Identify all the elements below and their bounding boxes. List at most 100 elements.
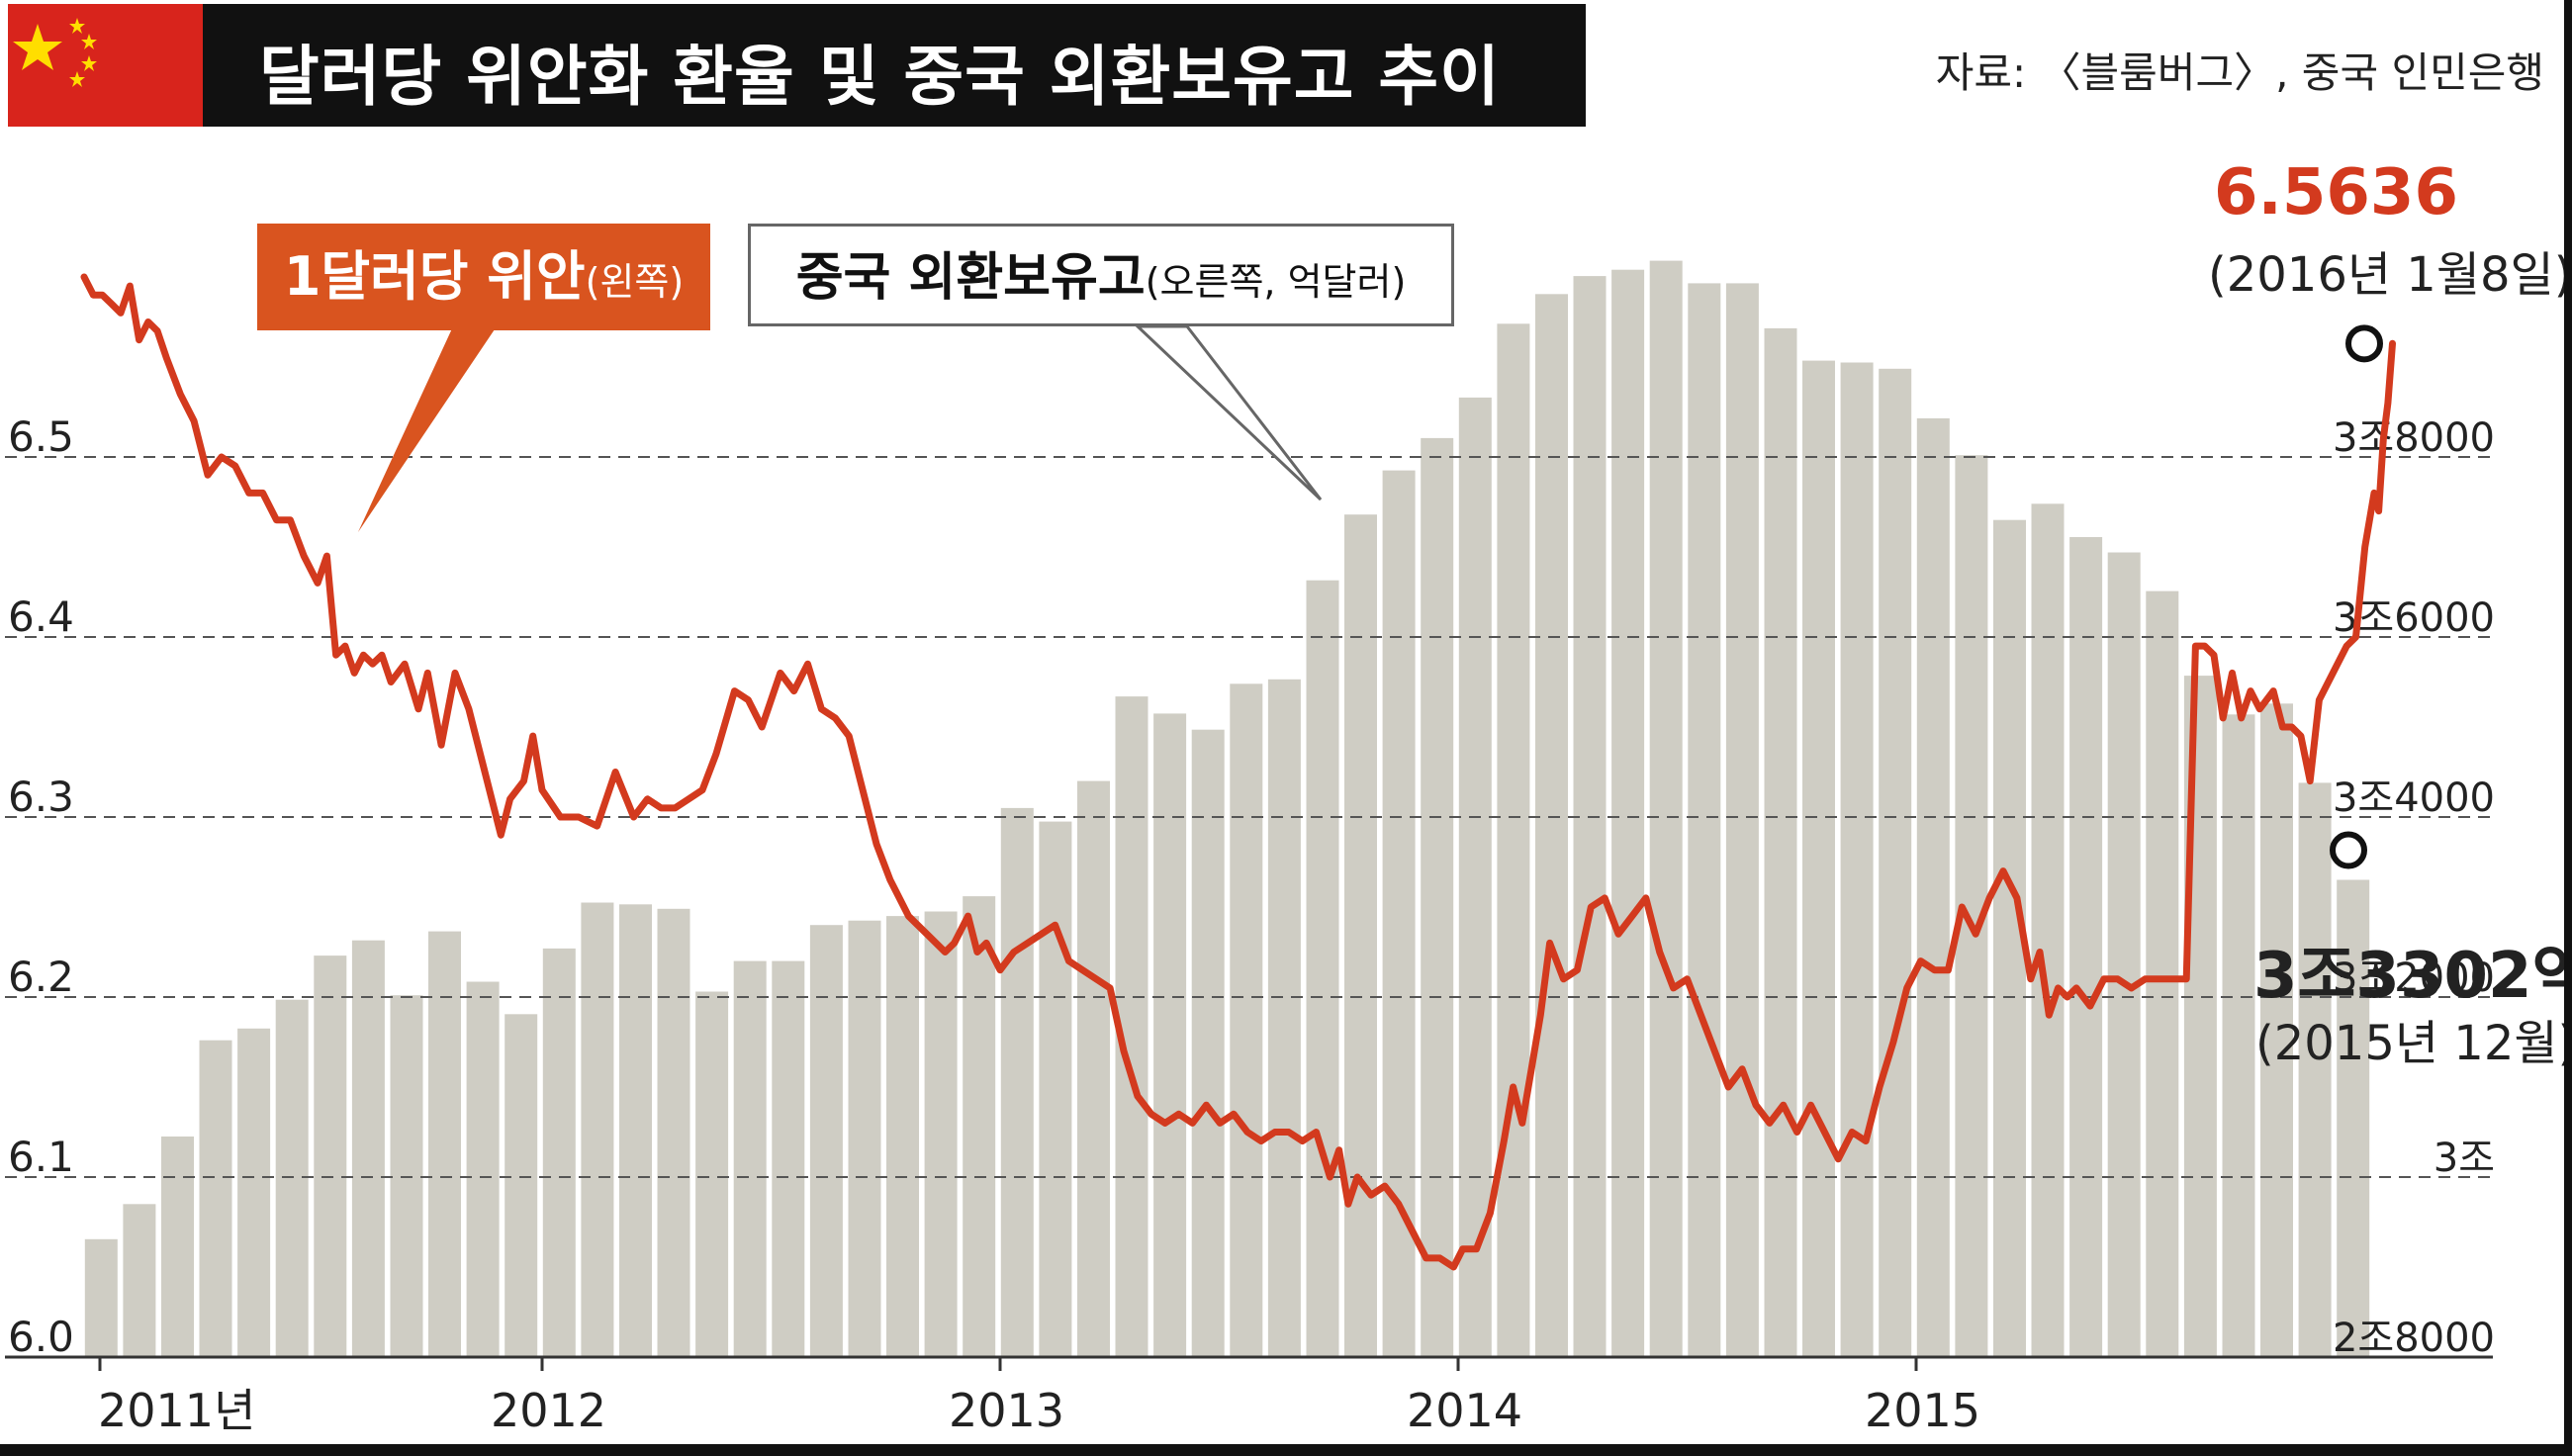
reserve-bar — [1649, 260, 1683, 1358]
reserve-bar — [1153, 713, 1187, 1357]
reserves-label-note: (오른쪽, 억달러) — [1145, 260, 1407, 304]
reserve-bar — [2260, 703, 2293, 1357]
yuan-label-pointer — [358, 326, 497, 532]
reserve-bar — [161, 1137, 194, 1357]
endpoint-markers — [2330, 324, 2383, 869]
reserve-bar — [505, 1014, 538, 1357]
source-note: 자료: 〈블룸버그〉, 중국 인민은행 — [1935, 48, 2544, 97]
reserve-bar — [542, 948, 576, 1357]
reserve-bar — [1916, 417, 1950, 1357]
flag-small-star — [81, 34, 97, 49]
right-tick-label: 3조4000 — [2333, 775, 2495, 821]
reserve-bar — [1725, 283, 1759, 1357]
gridlines — [5, 456, 2493, 1359]
reserve-bar — [466, 981, 500, 1357]
reserve-bar — [695, 991, 729, 1357]
reserve-bar — [1688, 283, 1721, 1357]
reserve-bar — [1879, 368, 1912, 1357]
reserve-bar — [1191, 729, 1225, 1357]
x-tick-label: 2014 — [1407, 1384, 1522, 1437]
reserve-bar — [1077, 780, 1110, 1357]
x-tick-label: 2015 — [1865, 1384, 1980, 1437]
reserve-bar — [1421, 437, 1454, 1357]
reserve-bar — [581, 902, 614, 1357]
reserve-bar — [1764, 327, 1797, 1357]
flag-small-star — [69, 71, 85, 87]
frame-edge — [0, 1444, 2572, 1456]
left-tick-label: 6.3 — [8, 773, 74, 821]
reserve-bar — [1344, 514, 1377, 1357]
reserves-series-label: 중국 외환보유고(오른쪽, 억달러) — [748, 224, 1454, 326]
x-tick-label: 2011년 — [98, 1384, 255, 1437]
reserve-bar — [2107, 552, 2141, 1357]
left-tick-label: 6.2 — [8, 953, 74, 1001]
yuan-line-layer — [80, 273, 2396, 1271]
x-tick-label: 2013 — [949, 1384, 1064, 1437]
latest-reserve-value: 3조3302억 — [2253, 940, 2572, 1013]
right-tick-label: 3조2000 — [2333, 956, 2495, 1001]
title-bar — [8, 4, 1586, 127]
reserve-bar — [1802, 360, 1835, 1358]
reserve-bar — [733, 960, 767, 1357]
reserves-label-main: 중국 외환보유고 — [795, 248, 1146, 308]
reserve-bar — [924, 911, 958, 1357]
latest-reserve-date: (2015년 12월) — [2255, 1016, 2572, 1071]
reserve-bar — [2222, 714, 2255, 1357]
reserve-bar — [351, 940, 385, 1357]
flag-stars — [13, 18, 97, 87]
reserve-bar — [84, 1238, 118, 1357]
left-axis-ticks: 6.0 6.1 6.2 6.3 6.4 6.5 — [8, 412, 74, 1361]
reserve-bar — [1000, 807, 1034, 1357]
reserve-bar — [2298, 782, 2332, 1357]
right-tick-label: 3조8000 — [2333, 415, 2495, 461]
yuan-series-label: 1달러당 위안(왼쪽) — [257, 224, 710, 330]
reserve-bar — [1840, 362, 1874, 1357]
left-tick-label: 6.1 — [8, 1133, 74, 1181]
reserve-bar — [772, 960, 805, 1357]
latest-reserve-marker — [2330, 831, 2367, 869]
latest-rate-marker — [2345, 324, 2383, 363]
right-tick-label: 3조 — [2434, 1136, 2495, 1181]
reserve-bar — [1611, 269, 1645, 1358]
reserve-bar — [2069, 537, 2103, 1357]
flag-big-star — [13, 24, 62, 70]
reserve-bar — [963, 896, 996, 1357]
reserve-bar — [1306, 580, 1339, 1357]
reserve-bar — [2146, 591, 2179, 1357]
reserve-bars — [84, 260, 2370, 1358]
reserve-bar — [1039, 821, 1072, 1357]
reserve-bar — [123, 1204, 156, 1357]
yuan-label-main: 1달러당 위안 — [283, 245, 586, 308]
reserve-bar — [1497, 323, 1530, 1357]
reserve-bar — [848, 920, 881, 1357]
flag-small-star — [81, 55, 97, 71]
yuan-label-note: (왼쪽) — [585, 260, 685, 304]
reserve-bar — [2337, 879, 2370, 1357]
reserve-bar — [2031, 503, 2065, 1357]
left-tick-label: 6.4 — [8, 592, 74, 641]
x-tick-label: 2012 — [491, 1384, 606, 1437]
reserve-bar — [237, 1028, 271, 1357]
reserve-bar — [886, 916, 919, 1357]
x-axis: 2011년 2012 2013 2014 2015 — [98, 1357, 1980, 1437]
reserve-bar — [809, 925, 843, 1357]
left-tick-label: 6.0 — [8, 1313, 74, 1361]
left-tick-label: 6.5 — [8, 412, 74, 461]
reserve-bar — [1458, 397, 1492, 1357]
chart-title: 달러당 위안화 환율 및 중국 외환보유고 추이 — [259, 39, 1501, 115]
yuan-rate-line — [80, 273, 2396, 1271]
china-flag-icon — [8, 4, 203, 127]
reserve-bar — [1535, 294, 1568, 1357]
flag-small-star — [69, 18, 85, 34]
right-tick-label: 2조8000 — [2333, 1316, 2495, 1361]
latest-rate-date: (2016년 1월8일) — [2208, 247, 2572, 303]
reserve-bar — [1267, 679, 1301, 1357]
reserve-bar — [199, 1040, 232, 1357]
latest-rate-value: 6.5636 — [2214, 156, 2458, 229]
frame-edge — [2564, 0, 2572, 1456]
reserve-bar — [1230, 683, 1263, 1357]
reserve-bar — [275, 999, 309, 1357]
reserves-label-pointer — [1134, 324, 1323, 501]
